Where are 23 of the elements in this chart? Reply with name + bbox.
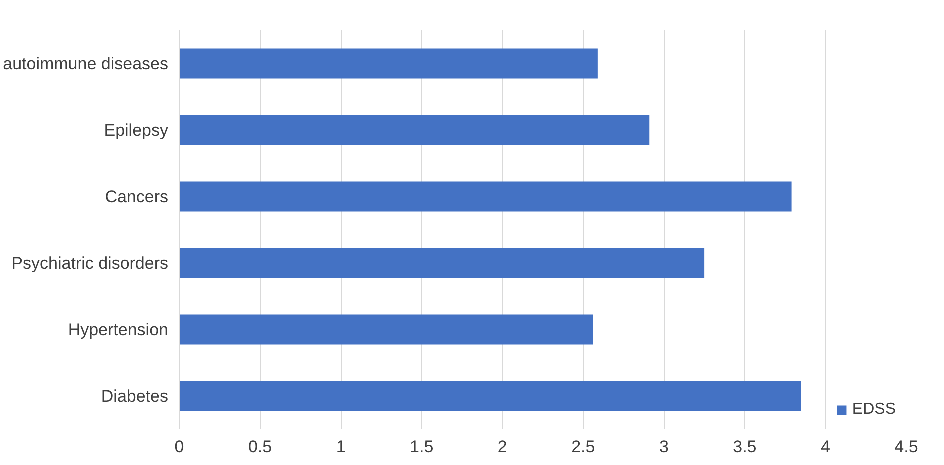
x-tick-label: 4.5 (894, 438, 918, 456)
y-tick-label: Diabetes (101, 386, 169, 406)
bar (180, 314, 594, 345)
bar (180, 248, 705, 278)
bar (180, 182, 792, 212)
x-tick-label: 2.5 (572, 438, 596, 456)
x-tick-label: 3 (659, 438, 669, 456)
x-tick-label: 0 (174, 438, 184, 456)
x-tick-label: 1 (336, 438, 346, 456)
bar (180, 381, 802, 412)
x-tick-label: 3.5 (733, 438, 757, 456)
y-tick-label: Cancers (105, 187, 169, 206)
y-tick-label: Psychiatric disorders (12, 254, 168, 273)
bar (180, 115, 650, 146)
y-tick-label: autoimmune diseases (3, 54, 169, 74)
x-tick-label: 4 (820, 438, 830, 456)
x-tick-label: 1.5 (410, 438, 434, 456)
legend-label: EDSS (852, 401, 896, 419)
y-tick-label: Hypertension (68, 320, 169, 340)
x-tick-label: 2 (498, 438, 508, 456)
y-tick-label: Epilepsy (104, 120, 169, 140)
x-tick-label: 0.5 (248, 438, 272, 456)
bar (180, 48, 598, 79)
